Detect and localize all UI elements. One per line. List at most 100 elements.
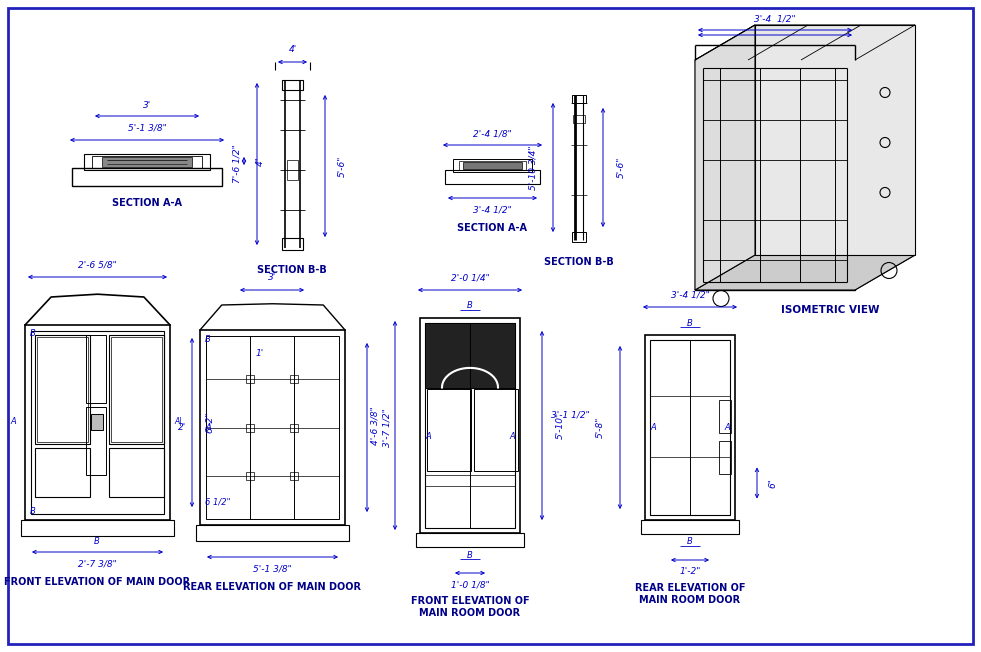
Text: 5'-1 3/8": 5'-1 3/8" bbox=[253, 565, 292, 574]
Text: B: B bbox=[687, 318, 693, 327]
Bar bbox=[84, 154, 210, 170]
Bar bbox=[445, 170, 540, 184]
Bar bbox=[196, 525, 349, 541]
Text: B: B bbox=[205, 336, 211, 344]
Bar bbox=[719, 400, 731, 434]
Text: 4'-6 3/8": 4'-6 3/8" bbox=[371, 406, 380, 445]
Text: 1'-0 1/8": 1'-0 1/8" bbox=[450, 580, 490, 589]
Bar bbox=[425, 323, 515, 387]
Bar bbox=[287, 160, 298, 180]
Text: FRONT ELEVATION OF: FRONT ELEVATION OF bbox=[411, 596, 530, 606]
Text: 2'-6 5/8": 2'-6 5/8" bbox=[78, 261, 117, 269]
Text: 1': 1' bbox=[256, 349, 264, 358]
Bar bbox=[246, 375, 254, 383]
Text: REAR ELEVATION OF MAIN DOOR: REAR ELEVATION OF MAIN DOOR bbox=[183, 582, 361, 592]
Bar bbox=[572, 95, 586, 103]
Bar bbox=[200, 330, 345, 525]
Text: B: B bbox=[30, 507, 36, 516]
Polygon shape bbox=[755, 25, 915, 255]
Text: ISOMETRIC VIEW: ISOMETRIC VIEW bbox=[781, 305, 879, 315]
Text: 3'-1 1/2": 3'-1 1/2" bbox=[550, 410, 590, 419]
Bar bbox=[246, 472, 254, 481]
Text: 5'-10 3/4": 5'-10 3/4" bbox=[529, 145, 538, 190]
Text: 3'-4  1/2": 3'-4 1/2" bbox=[754, 15, 796, 24]
Bar bbox=[425, 323, 515, 528]
Bar bbox=[91, 414, 103, 430]
Text: 2'-7 3/8": 2'-7 3/8" bbox=[78, 559, 117, 569]
Bar bbox=[427, 389, 471, 471]
Bar bbox=[459, 161, 526, 170]
Text: 3'-7 1/2": 3'-7 1/2" bbox=[383, 408, 391, 447]
Polygon shape bbox=[695, 60, 855, 290]
Text: 2'-0 1/4": 2'-0 1/4" bbox=[450, 273, 490, 282]
Text: B: B bbox=[467, 301, 473, 310]
Text: FRONT ELEVATION OF MAIN DOOR: FRONT ELEVATION OF MAIN DOOR bbox=[4, 577, 190, 587]
Bar bbox=[282, 238, 303, 250]
Text: A: A bbox=[509, 432, 515, 441]
Text: B: B bbox=[94, 537, 100, 546]
Text: SECTION B-B: SECTION B-B bbox=[257, 265, 327, 275]
Bar bbox=[572, 232, 586, 242]
Text: SECTION B-B: SECTION B-B bbox=[544, 257, 614, 267]
Bar bbox=[35, 335, 90, 444]
Text: A: A bbox=[425, 432, 431, 441]
Bar bbox=[102, 157, 192, 167]
Text: SECTION A-A: SECTION A-A bbox=[457, 223, 527, 233]
Bar bbox=[290, 375, 298, 383]
Bar bbox=[31, 331, 164, 514]
Text: 6'-2": 6'-2" bbox=[205, 412, 215, 433]
Text: 6 1/2": 6 1/2" bbox=[205, 497, 231, 506]
Bar bbox=[719, 441, 731, 474]
Bar bbox=[72, 168, 222, 186]
Text: B: B bbox=[30, 329, 36, 338]
Bar bbox=[641, 520, 739, 534]
Bar bbox=[416, 533, 524, 547]
Text: A: A bbox=[205, 422, 211, 432]
Text: 1'-2": 1'-2" bbox=[679, 567, 700, 576]
Bar bbox=[111, 337, 162, 442]
Text: 7'-6 1/2": 7'-6 1/2" bbox=[232, 145, 241, 183]
Text: REAR ELEVATION OF: REAR ELEVATION OF bbox=[635, 583, 746, 593]
Bar bbox=[21, 520, 174, 536]
Text: 5'-10": 5'-10" bbox=[555, 412, 564, 439]
Bar bbox=[290, 424, 298, 432]
Bar bbox=[573, 115, 585, 123]
Text: 3': 3' bbox=[268, 273, 276, 282]
Bar bbox=[246, 424, 254, 432]
Bar bbox=[25, 325, 170, 520]
Text: A: A bbox=[650, 423, 656, 432]
Bar bbox=[86, 335, 106, 403]
Text: MAIN ROOM DOOR: MAIN ROOM DOOR bbox=[640, 595, 741, 605]
Text: A: A bbox=[10, 417, 16, 426]
Bar bbox=[109, 448, 164, 497]
Bar bbox=[420, 318, 520, 533]
Bar bbox=[35, 448, 90, 497]
Bar bbox=[290, 472, 298, 481]
Text: 5'-8": 5'-8" bbox=[595, 417, 604, 438]
Bar bbox=[645, 335, 735, 520]
Text: 3'-4 1/2": 3'-4 1/2" bbox=[473, 205, 512, 215]
Bar bbox=[463, 162, 522, 169]
Text: 2': 2' bbox=[178, 423, 186, 432]
Bar bbox=[282, 80, 303, 90]
Bar bbox=[86, 407, 106, 475]
Text: A: A bbox=[724, 423, 730, 432]
Text: B: B bbox=[687, 537, 693, 546]
Polygon shape bbox=[855, 25, 915, 290]
Polygon shape bbox=[695, 25, 915, 60]
Polygon shape bbox=[695, 255, 915, 290]
Bar bbox=[206, 336, 339, 519]
Text: SECTION A-A: SECTION A-A bbox=[112, 198, 182, 208]
Polygon shape bbox=[695, 25, 755, 290]
Text: A|: A| bbox=[174, 417, 181, 426]
Text: 3'-4 1/2": 3'-4 1/2" bbox=[671, 291, 709, 299]
Bar bbox=[650, 340, 730, 515]
Bar bbox=[109, 335, 164, 444]
Text: MAIN ROOM DOOR: MAIN ROOM DOOR bbox=[420, 608, 521, 618]
Text: 6": 6" bbox=[768, 478, 778, 488]
Text: 5'-1 3/8": 5'-1 3/8" bbox=[128, 123, 167, 132]
Text: 2'-4 1/8": 2'-4 1/8" bbox=[473, 130, 512, 138]
Bar bbox=[37, 337, 88, 442]
Text: 5'-6": 5'-6" bbox=[616, 157, 626, 178]
Text: 3': 3' bbox=[143, 100, 151, 110]
